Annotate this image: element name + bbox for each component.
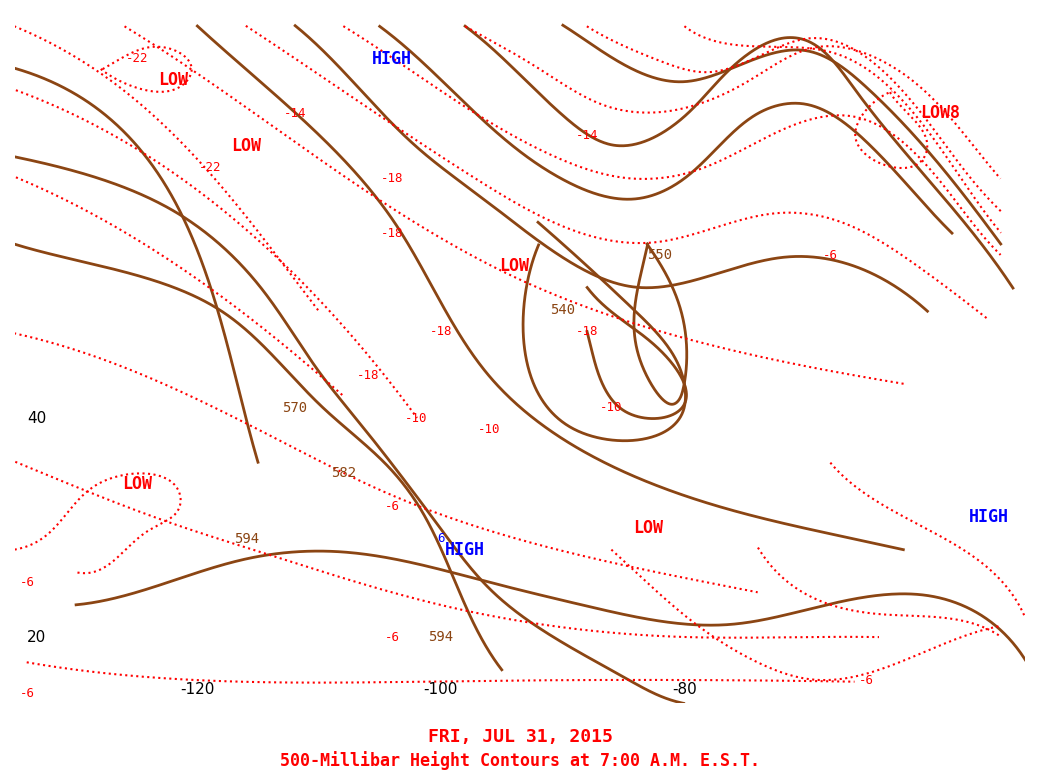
Text: -10: -10: [600, 402, 623, 414]
Text: 570: 570: [282, 401, 308, 415]
Text: -18: -18: [381, 172, 404, 185]
Text: 20: 20: [27, 629, 47, 644]
Text: 594: 594: [428, 630, 453, 644]
Text: -100: -100: [423, 682, 458, 697]
Text: 6: 6: [437, 533, 445, 545]
Text: 500-Millibar Height Contours at 7:00 A.M. E.S.T.: 500-Millibar Height Contours at 7:00 A.M…: [280, 751, 760, 770]
Text: HIGH: HIGH: [372, 50, 412, 68]
Text: -120: -120: [180, 682, 214, 697]
Text: LOW: LOW: [499, 257, 529, 275]
Text: LOW: LOW: [231, 137, 261, 155]
Text: -18: -18: [357, 369, 380, 381]
Text: -18: -18: [381, 227, 404, 239]
Text: -18: -18: [576, 325, 598, 338]
Text: 582: 582: [331, 466, 356, 480]
Text: -22: -22: [199, 161, 220, 174]
Text: -14: -14: [576, 129, 598, 141]
Text: 40: 40: [27, 411, 47, 427]
Text: -18: -18: [430, 325, 452, 338]
Text: -10: -10: [478, 424, 501, 436]
Text: -6: -6: [20, 687, 34, 700]
Text: -6: -6: [823, 249, 838, 261]
Text: LOW8: LOW8: [919, 105, 960, 122]
Text: -6: -6: [385, 500, 399, 512]
Text: -14: -14: [284, 107, 306, 119]
Text: -80: -80: [672, 682, 697, 697]
Text: FRI, JUL 31, 2015: FRI, JUL 31, 2015: [427, 728, 613, 746]
Text: 550: 550: [647, 248, 673, 262]
Text: LOW: LOW: [632, 519, 662, 537]
Text: -10: -10: [406, 413, 427, 425]
Text: -6: -6: [859, 674, 875, 687]
Text: 594: 594: [234, 532, 259, 546]
Text: 540: 540: [550, 303, 575, 317]
Text: HIGH: HIGH: [445, 541, 486, 558]
Text: HIGH: HIGH: [968, 508, 1009, 526]
Text: -6: -6: [20, 576, 34, 589]
Text: -22: -22: [126, 52, 148, 66]
Text: -6: -6: [385, 630, 399, 643]
Text: LOW: LOW: [122, 475, 152, 493]
Text: LOW: LOW: [158, 72, 188, 90]
